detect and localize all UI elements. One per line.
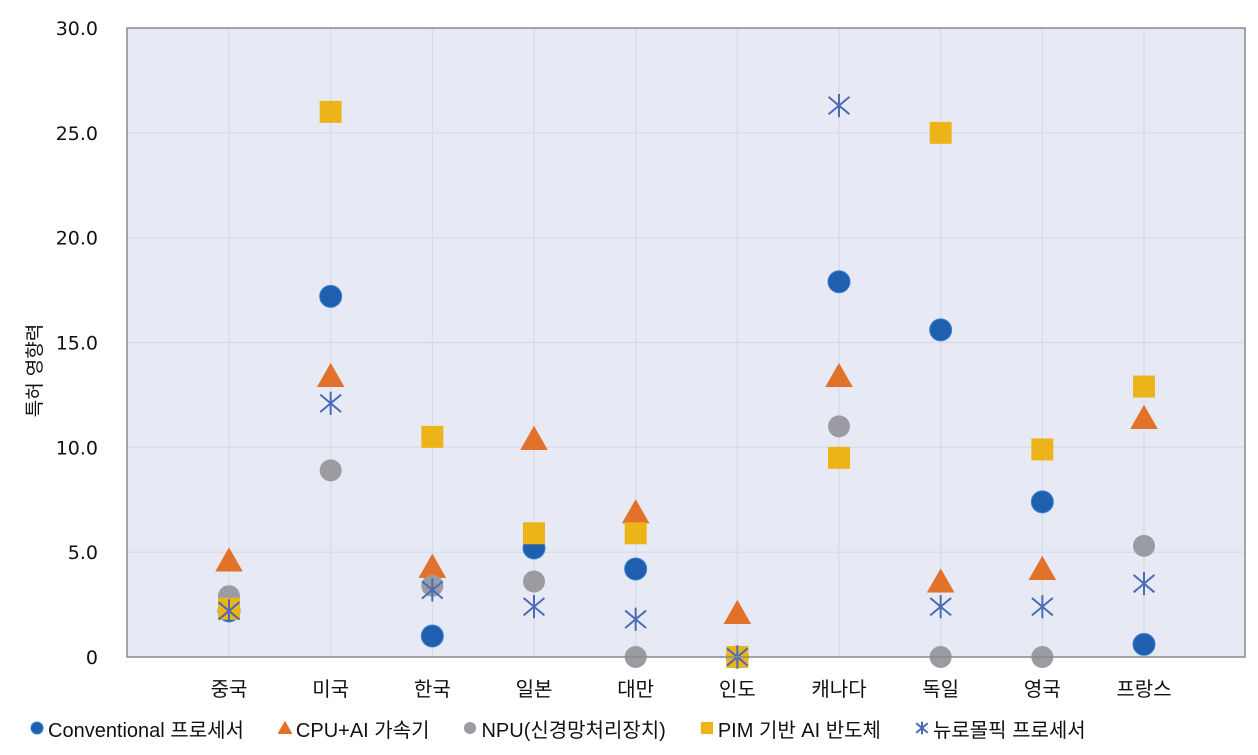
y-tick-label: 20.0: [56, 228, 98, 250]
circle-marker: [319, 284, 343, 308]
y-tick-label: 25.0: [56, 123, 98, 145]
circle-marker: [827, 270, 851, 294]
circle-marker: [624, 557, 648, 581]
triangle-marker: [316, 362, 345, 388]
circle-marker: [929, 318, 953, 342]
triangle-marker: [277, 721, 292, 735]
star-marker: [217, 599, 241, 623]
legend-label: 뉴로몰픽 프로세서: [932, 719, 1086, 742]
legend-label: PIM 기반 AI 반도체: [717, 719, 881, 742]
x-tick-label: 대만: [617, 677, 654, 701]
circle-marker: [30, 721, 44, 735]
triangle-marker: [215, 547, 243, 572]
circle-legend-icon: [30, 721, 44, 735]
x-tick-label: 중국: [211, 677, 248, 701]
circle-marker: [1030, 490, 1054, 514]
plot-border: [126, 27, 1246, 658]
star-marker: [1132, 572, 1156, 596]
triangle-marker: [825, 362, 853, 388]
x-tick-label: 인도: [719, 677, 756, 701]
square-marker: [1133, 375, 1155, 398]
circle-marker: [1133, 534, 1155, 557]
triangle-marker: [418, 553, 447, 578]
star-marker: [421, 578, 444, 602]
star-marker: [624, 607, 647, 631]
legend-item: CPU+AI 가속기: [277, 714, 430, 743]
square-marker: [929, 121, 952, 144]
y-tick-label: 30.0: [56, 18, 98, 40]
triangle-marker: [926, 568, 955, 593]
legend: Conventional 프로세서 CPU+AI 가속기 NPU(신경망처리장치) P…: [30, 712, 1258, 744]
data-points: [215, 93, 1158, 669]
legend-label: NPU(신경망처리장치): [481, 719, 666, 742]
star-marker: [522, 595, 546, 619]
y-tick-label: 10.0: [56, 437, 98, 459]
triangle-marker: [1028, 555, 1057, 580]
x-tick-label: 캐나다: [811, 677, 866, 701]
star-marker: [1031, 595, 1054, 619]
circle-marker: [464, 721, 477, 735]
square-marker: [523, 522, 545, 545]
y-axis-ticks: 0 5.0 10.0 15.0 20.0 25.0 30.0: [56, 18, 98, 669]
triangle-marker: [1130, 404, 1158, 429]
series-star: [217, 93, 1156, 669]
y-tick-label: 0: [86, 647, 98, 669]
square-marker: [421, 425, 444, 448]
legend-item: Conventional 프로세서: [30, 714, 244, 743]
x-axis-ticks: 중국 미국 한국 일본 대만 인도 캐나다 독일 영국 프랑스: [211, 677, 1172, 701]
circle-legend-icon: [464, 721, 477, 735]
circle-marker: [420, 624, 444, 648]
square-marker: [700, 721, 713, 735]
triangle-marker: [520, 425, 548, 450]
circle-marker: [319, 459, 342, 482]
series-triangle: [215, 362, 1158, 624]
legend-label: CPU+AI 가속기: [295, 719, 430, 742]
star-marker: [319, 391, 342, 415]
circle-marker: [1132, 632, 1156, 656]
x-tick-label: 독일: [922, 677, 959, 701]
x-tick-label: 영국: [1024, 677, 1061, 701]
circle-marker: [523, 570, 545, 593]
legend-item: NPU(신경망처리장치): [463, 714, 666, 743]
legend-label: Conventional 프로세서: [48, 719, 244, 742]
y-tick-label: 5.0: [68, 542, 98, 564]
square-legend-icon: [700, 721, 713, 735]
legend-item: 뉴로몰픽 프로세서: [915, 714, 1086, 743]
y-axis-label: 특허 영향력: [14, 300, 54, 440]
circle-marker: [828, 415, 850, 438]
star-marker: [827, 93, 851, 118]
triangle-legend-icon: [277, 721, 292, 735]
triangle-marker: [621, 499, 650, 524]
x-tick-label: 일본: [516, 677, 553, 701]
star-legend-icon: [915, 721, 929, 735]
triangle-marker: [723, 599, 752, 624]
y-axis-label-text: 특허 영향력: [24, 323, 47, 417]
star-marker: [915, 721, 929, 735]
x-tick-label: 미국: [312, 677, 349, 701]
x-tick-label: 한국: [414, 677, 451, 701]
square-marker: [624, 522, 647, 545]
square-marker: [828, 446, 850, 469]
x-tick-label: 프랑스: [1116, 677, 1171, 701]
y-tick-label: 15.0: [56, 333, 98, 355]
legend-item: PIM 기반 AI 반도체: [700, 714, 881, 743]
star-marker: [929, 595, 952, 619]
square-marker: [319, 100, 342, 123]
square-marker: [1031, 438, 1054, 461]
